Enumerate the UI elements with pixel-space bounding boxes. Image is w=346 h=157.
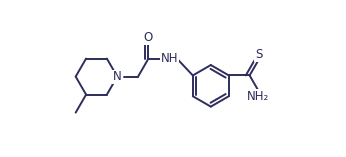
Text: O: O: [144, 31, 153, 44]
Text: N: N: [113, 70, 122, 83]
Text: NH₂: NH₂: [247, 90, 270, 103]
Text: S: S: [255, 48, 262, 61]
Text: NH: NH: [161, 52, 178, 65]
